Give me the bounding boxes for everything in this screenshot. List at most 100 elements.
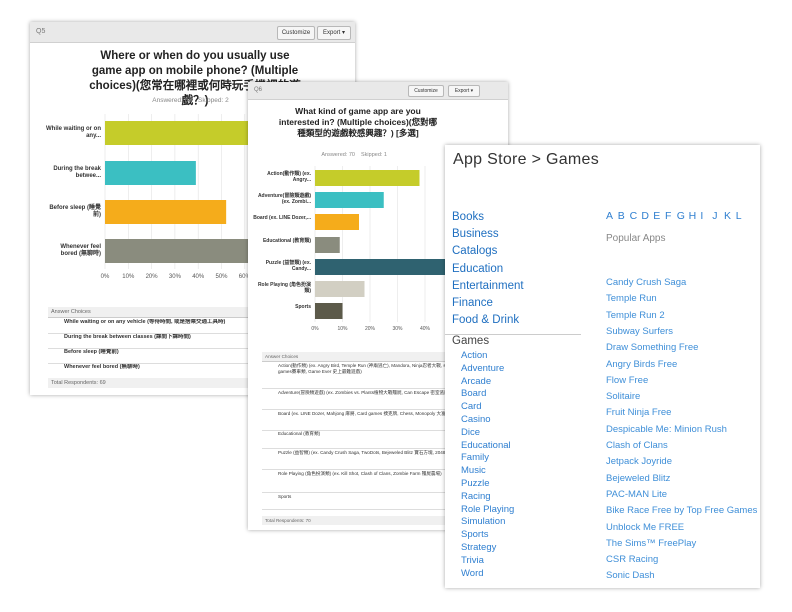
category-link[interactable]: Catalogs: [452, 245, 498, 258]
header-button[interactable]: Export ▾: [317, 26, 351, 40]
table-row: Adventure(冒險類遊戲) (ex. Zombies vs. Plants…: [262, 390, 508, 410]
letter-link[interactable]: E: [653, 210, 661, 222]
app-link[interactable]: Sonic Dash: [606, 570, 655, 582]
app-link[interactable]: Despicable Me: Minion Rush: [606, 423, 727, 435]
question-number: Q5: [36, 27, 46, 35]
bar-label: Role Playing (角色扮演類): [257, 282, 311, 294]
subcategory-link[interactable]: Casino: [461, 414, 491, 425]
app-link[interactable]: Jetpack Joyride: [606, 456, 673, 468]
app-link[interactable]: Fruit Ninja Free: [606, 407, 672, 419]
app-link[interactable]: Flow Free: [606, 374, 649, 386]
header-button[interactable]: Customize: [408, 85, 444, 97]
app-link[interactable]: Bike Race Free by Top Free Games: [606, 505, 758, 517]
bar-label: While waiting or on any...: [46, 125, 101, 139]
letter-link[interactable]: G: [676, 210, 685, 222]
x-tick-label: 0%: [311, 326, 319, 332]
x-tick-label: 60%: [239, 274, 252, 280]
bar: [315, 259, 467, 275]
letter-link[interactable]: I: [700, 210, 704, 222]
header-button[interactable]: Export ▾: [448, 85, 480, 97]
subcategory-link[interactable]: Card: [461, 401, 482, 413]
bar-label: Puzzle (益智類) (ex. Candy...: [265, 260, 311, 272]
question-title: What kind of game app are you interested…: [278, 106, 438, 139]
subcategory-link[interactable]: Educational: [461, 439, 511, 451]
x-tick-label: 0%: [101, 274, 110, 280]
category-link[interactable]: Finance: [452, 297, 493, 309]
card-header: Q6 Customize Export ▾: [248, 82, 508, 100]
bar: [315, 192, 384, 208]
letter-link[interactable]: C: [629, 210, 638, 222]
subcategory-link[interactable]: Music: [461, 465, 486, 477]
question-title: Where or when do you usually use game ap…: [89, 50, 301, 107]
bar: [315, 281, 365, 297]
bar-label: Whenever feel bored (無聊時): [60, 243, 101, 257]
app-link[interactable]: PAC-MAN Lite: [606, 488, 668, 500]
answered-count: Answered: 69: [152, 97, 192, 104]
app-link[interactable]: Angry Birds Free: [606, 358, 678, 370]
current-category: Games: [452, 335, 490, 347]
category-link[interactable]: Books: [452, 211, 484, 223]
x-tick-label: 50%: [215, 274, 228, 280]
table-row: Action(動作類) (ex. Angry Bird, Temple Run …: [262, 363, 508, 389]
subcategory-link[interactable]: Role Playing: [461, 503, 515, 515]
subcategory-link[interactable]: Word: [461, 567, 484, 579]
bar-label: Educational (教育類): [262, 238, 311, 244]
app-link[interactable]: Candy Crush Saga: [606, 277, 687, 288]
subcategory-link[interactable]: Dice: [461, 426, 481, 438]
app-link[interactable]: Temple Run: [606, 293, 657, 305]
section-title: Popular Apps: [606, 233, 666, 244]
category-link[interactable]: Entertainment: [452, 279, 524, 292]
table-row: During the break between classes (課間下課時間…: [48, 334, 355, 349]
bar: [315, 170, 420, 186]
subcategory-link[interactable]: Simulation: [461, 516, 506, 528]
app-link[interactable]: Unblock Me FREE: [606, 521, 685, 533]
subcategory-link[interactable]: Adventure: [461, 362, 505, 374]
app-link[interactable]: Solitaire: [606, 391, 641, 403]
subcategory-link[interactable]: Trivia: [461, 554, 484, 566]
app-link[interactable]: Subway Surfers: [606, 325, 674, 337]
header-button[interactable]: Customize: [277, 26, 315, 40]
letter-link[interactable]: K: [724, 210, 732, 222]
app-link[interactable]: CSR Racing: [606, 554, 659, 566]
table-row: Before sleep (睡覺前): [48, 349, 355, 364]
letter-link[interactable]: J: [712, 210, 718, 222]
letter-link[interactable]: B: [617, 210, 625, 222]
bar-chart: 0% 10% 20% 30% 40% 50% 60%: [101, 114, 280, 280]
bar: [315, 237, 340, 253]
letter-link[interactable]: F: [665, 210, 672, 222]
subcategory-link[interactable]: Board: [461, 388, 487, 400]
table-total: Total Respondents: 70: [262, 516, 508, 525]
table-row: Sports: [262, 494, 508, 510]
skipped-count: Skipped: 2: [198, 97, 229, 104]
category-link[interactable]: Education: [452, 262, 504, 275]
letter-link[interactable]: A: [606, 210, 614, 222]
letter-link[interactable]: D: [641, 210, 649, 222]
bar-label: Sports: [295, 304, 311, 310]
app-link[interactable]: The Sims™ FreePlay: [606, 537, 697, 549]
category-link[interactable]: Food & Drink: [452, 314, 520, 327]
subcategory-link[interactable]: Arcade: [461, 375, 492, 387]
bar-label: Action(動作類) (ex. Angry...: [267, 171, 311, 183]
subcategory-link[interactable]: Sports: [461, 529, 489, 541]
x-tick-label: 40%: [420, 326, 431, 332]
app-link[interactable]: Draw Something Free: [606, 342, 699, 354]
bar: [105, 239, 257, 263]
app-link[interactable]: Temple Run 2: [606, 309, 665, 321]
app-link[interactable]: Bejeweled Blitz: [606, 472, 671, 484]
bar: [315, 303, 343, 319]
bar: [105, 161, 196, 185]
x-tick-label: 30%: [392, 326, 403, 332]
subcategory-link[interactable]: Strategy: [461, 542, 497, 553]
letter-link[interactable]: L: [735, 210, 742, 222]
app-link[interactable]: Clash of Clans: [606, 440, 668, 451]
x-tick-label: 10%: [122, 274, 135, 280]
letter-link[interactable]: H: [688, 210, 697, 222]
subcategory-link[interactable]: Puzzle: [461, 478, 490, 489]
subcategory-link[interactable]: Action: [461, 350, 488, 361]
subcategory-link[interactable]: Racing: [461, 490, 491, 502]
question-number: Q6: [254, 86, 263, 93]
category-link[interactable]: Business: [452, 228, 499, 241]
subcategory-link[interactable]: Family: [461, 452, 489, 464]
answered-count: Answered: 70: [321, 152, 355, 158]
